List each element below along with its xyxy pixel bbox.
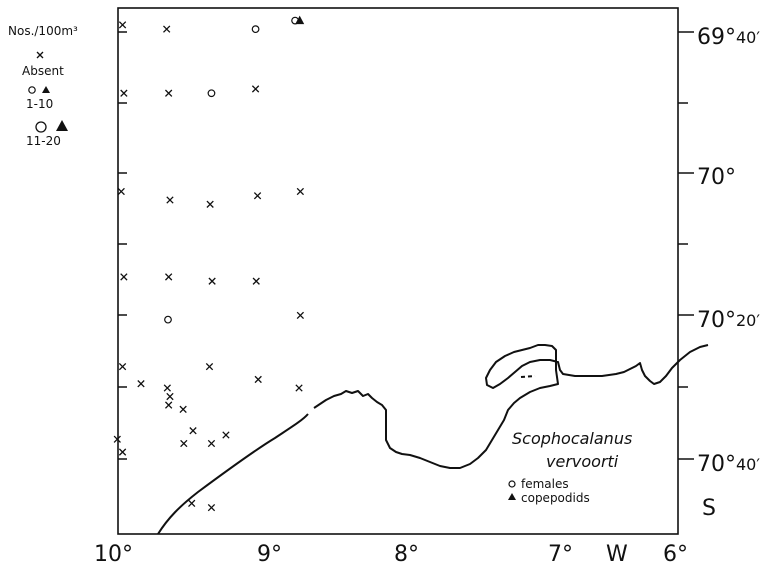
copepodid-symbol-icon [508, 493, 516, 500]
species-epithet: vervoorti [546, 452, 619, 471]
station-absent-marker [118, 21, 127, 29]
station-absent-marker [117, 187, 125, 196]
lon-label-8: 8° [394, 542, 419, 567]
station-copepodid-marker [295, 15, 305, 25]
legend-header: Nos./100m³ [8, 24, 78, 38]
station-absent-marker [253, 192, 262, 200]
station-absent-marker [120, 273, 128, 281]
lat-ticks [678, 31, 694, 460]
lon-labels: 10° 9° 8° 7° W 6° [94, 542, 688, 567]
abundance-legend: Nos./100m³ Absent 1-10 11-20 [8, 24, 78, 148]
species-genus: Scophocalanus [512, 429, 632, 448]
key-copepodids: copepodids [521, 491, 590, 505]
station-absent-marker [164, 401, 173, 409]
station-absent-marker [254, 375, 262, 384]
legend-absent-label: Absent [22, 64, 64, 78]
station-female-marker [164, 315, 172, 324]
station-female-marker [207, 89, 216, 98]
station-absent-marker [208, 277, 216, 285]
lon-label-6: 6° [663, 542, 688, 567]
station-absent-marker [120, 89, 128, 97]
south-label: S [702, 496, 716, 521]
station-absent-marker [295, 384, 303, 392]
small-triangle-icon [42, 86, 50, 93]
absent-symbol [36, 51, 44, 59]
map-frame [117, 7, 679, 535]
lat-label-70: 70° [697, 165, 736, 190]
station-markers [113, 15, 305, 512]
lat-label-70-20: 70°20′ [697, 308, 760, 333]
station-absent-marker [296, 311, 305, 320]
station-absent-marker [207, 503, 216, 512]
station-absent-marker [189, 427, 197, 435]
station-absent-marker [251, 85, 260, 93]
station-absent-marker [222, 431, 230, 439]
lat-label-69-40: 69°40′ [697, 25, 760, 50]
large-circle-icon [35, 121, 47, 133]
legend-range-1: 1-10 [26, 97, 53, 111]
lon-label-7: 7° [548, 542, 573, 567]
station-absent-marker [118, 362, 127, 371]
small-circle-icon [28, 86, 36, 94]
station-absent-marker [164, 273, 173, 281]
key-females: females [521, 477, 569, 491]
lat-labels: 69°40′ 70° 70°20′ 70°40′ S [697, 25, 760, 521]
left-ticks [118, 31, 127, 460]
station-absent-marker [296, 187, 305, 196]
station-absent-marker [163, 384, 171, 392]
station-absent-marker [137, 380, 145, 388]
station-absent-marker [118, 448, 127, 456]
coastline [157, 344, 709, 535]
station-absent-marker [163, 25, 171, 33]
station-absent-marker [252, 277, 260, 285]
large-triangle-icon [56, 120, 68, 131]
species-caption: Scophocalanus vervoorti females copepodi… [508, 429, 632, 505]
station-female-marker [251, 25, 260, 34]
station-absent-marker [205, 362, 214, 371]
female-symbol-icon [508, 480, 516, 488]
station-absent-marker [188, 499, 196, 507]
west-label: W [606, 542, 628, 567]
lon-label-9: 9° [257, 542, 282, 567]
lat-label-70-40: 70°40′ [697, 452, 760, 477]
station-absent-marker [166, 196, 174, 204]
station-absent-marker [179, 405, 187, 414]
station-absent-marker [206, 200, 214, 208]
station-absent-marker [180, 439, 188, 448]
station-absent-marker [207, 439, 216, 448]
station-absent-marker [166, 392, 174, 401]
lon-label-10: 10° [94, 542, 133, 567]
station-absent-marker [113, 435, 121, 443]
legend-range-2: 11-20 [26, 134, 61, 148]
station-absent-marker [164, 89, 173, 97]
